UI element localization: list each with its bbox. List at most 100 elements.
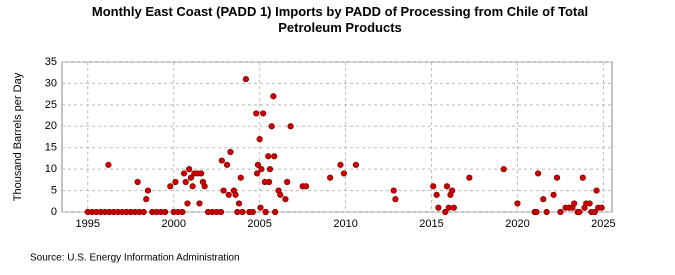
y-tick-label: 35 bbox=[45, 56, 57, 68]
x-tick-label: 2020 bbox=[505, 218, 529, 230]
data-point bbox=[182, 178, 189, 186]
data-point bbox=[553, 174, 561, 181]
data-point bbox=[225, 191, 232, 198]
data-point bbox=[167, 183, 174, 190]
data-point bbox=[140, 208, 147, 216]
x-tick-label: 2000 bbox=[161, 218, 185, 230]
data-point bbox=[390, 187, 397, 194]
data-point bbox=[259, 110, 267, 117]
plot-frame bbox=[61, 61, 613, 213]
data-point bbox=[253, 170, 261, 177]
data-point bbox=[143, 196, 150, 203]
data-point bbox=[598, 204, 605, 211]
data-point bbox=[466, 174, 473, 181]
data-point bbox=[550, 191, 557, 198]
data-point bbox=[340, 170, 347, 177]
data-point bbox=[445, 204, 452, 211]
data-point bbox=[249, 208, 256, 216]
data-point bbox=[443, 183, 451, 190]
data-point bbox=[105, 161, 112, 168]
data-point bbox=[284, 178, 291, 186]
chart-title: Monthly East Coast (PADD 1) Imports by P… bbox=[91, 4, 589, 35]
data-point bbox=[337, 161, 344, 168]
data-point bbox=[327, 174, 334, 181]
y-tick-label: 5 bbox=[51, 184, 57, 196]
data-point bbox=[534, 170, 542, 177]
data-point bbox=[258, 166, 265, 173]
data-point bbox=[189, 183, 196, 190]
data-point bbox=[262, 208, 269, 216]
data-point bbox=[533, 208, 540, 216]
x-tick-label: 2015 bbox=[419, 218, 443, 230]
data-point bbox=[266, 178, 273, 186]
data-point bbox=[435, 204, 442, 211]
data-point bbox=[591, 208, 598, 216]
data-point bbox=[220, 187, 227, 194]
data-point bbox=[198, 170, 205, 177]
x-tick-label: 2005 bbox=[247, 218, 271, 230]
data-point bbox=[162, 208, 169, 216]
data-point bbox=[514, 200, 521, 207]
data-point bbox=[257, 204, 264, 211]
data-point bbox=[442, 208, 449, 216]
y-tick-label: 30 bbox=[45, 77, 57, 89]
data-point bbox=[232, 191, 239, 198]
x-tick-label: 2010 bbox=[333, 218, 357, 230]
data-point bbox=[268, 123, 275, 130]
data-point bbox=[196, 200, 203, 207]
data-point bbox=[352, 161, 360, 168]
data-point bbox=[272, 208, 279, 216]
data-point bbox=[179, 208, 186, 216]
data-point bbox=[579, 174, 586, 181]
data-point bbox=[287, 123, 294, 130]
data-point bbox=[186, 166, 193, 173]
data-point bbox=[187, 174, 195, 181]
data-point bbox=[449, 187, 456, 194]
data-point bbox=[450, 204, 457, 211]
y-tick-label: 10 bbox=[45, 163, 57, 175]
data-point bbox=[256, 136, 263, 143]
y-tick-label: 15 bbox=[45, 142, 57, 154]
data-point bbox=[253, 110, 260, 117]
data-point bbox=[586, 200, 593, 207]
data-point bbox=[576, 208, 583, 216]
data-point bbox=[234, 208, 241, 216]
data-point bbox=[201, 183, 208, 190]
data-point bbox=[235, 200, 243, 207]
data-point bbox=[180, 170, 188, 177]
data-point bbox=[282, 196, 289, 203]
data-point bbox=[237, 174, 244, 181]
x-tick-label: 1995 bbox=[76, 218, 100, 230]
data-point bbox=[271, 153, 278, 160]
data-point bbox=[540, 196, 547, 203]
data-point bbox=[134, 178, 141, 186]
data-point bbox=[430, 183, 437, 190]
data-point bbox=[218, 157, 225, 164]
data-point bbox=[433, 191, 440, 198]
data-point bbox=[392, 196, 399, 203]
y-tick-label: 20 bbox=[45, 120, 57, 132]
data-point bbox=[543, 208, 550, 216]
data-point bbox=[184, 200, 191, 207]
data-point bbox=[217, 208, 225, 216]
data-point bbox=[270, 93, 277, 100]
data-point bbox=[242, 76, 250, 83]
y-tick-label: 0 bbox=[51, 206, 57, 218]
data-point bbox=[557, 208, 564, 216]
data-point bbox=[227, 148, 234, 156]
data-point bbox=[266, 166, 274, 173]
data-point bbox=[144, 187, 152, 194]
data-point bbox=[254, 161, 262, 168]
data-point bbox=[223, 161, 231, 168]
source: Source: U.S. Energy Information Administ… bbox=[30, 253, 240, 264]
data-point bbox=[277, 191, 284, 198]
data-point bbox=[500, 166, 507, 173]
data-point bbox=[571, 200, 578, 207]
data-point bbox=[302, 183, 310, 190]
y-axis-label: Thousand Barrels per Day bbox=[12, 72, 24, 201]
data-point bbox=[593, 187, 600, 194]
data-point bbox=[265, 153, 272, 160]
data-point bbox=[239, 208, 246, 216]
